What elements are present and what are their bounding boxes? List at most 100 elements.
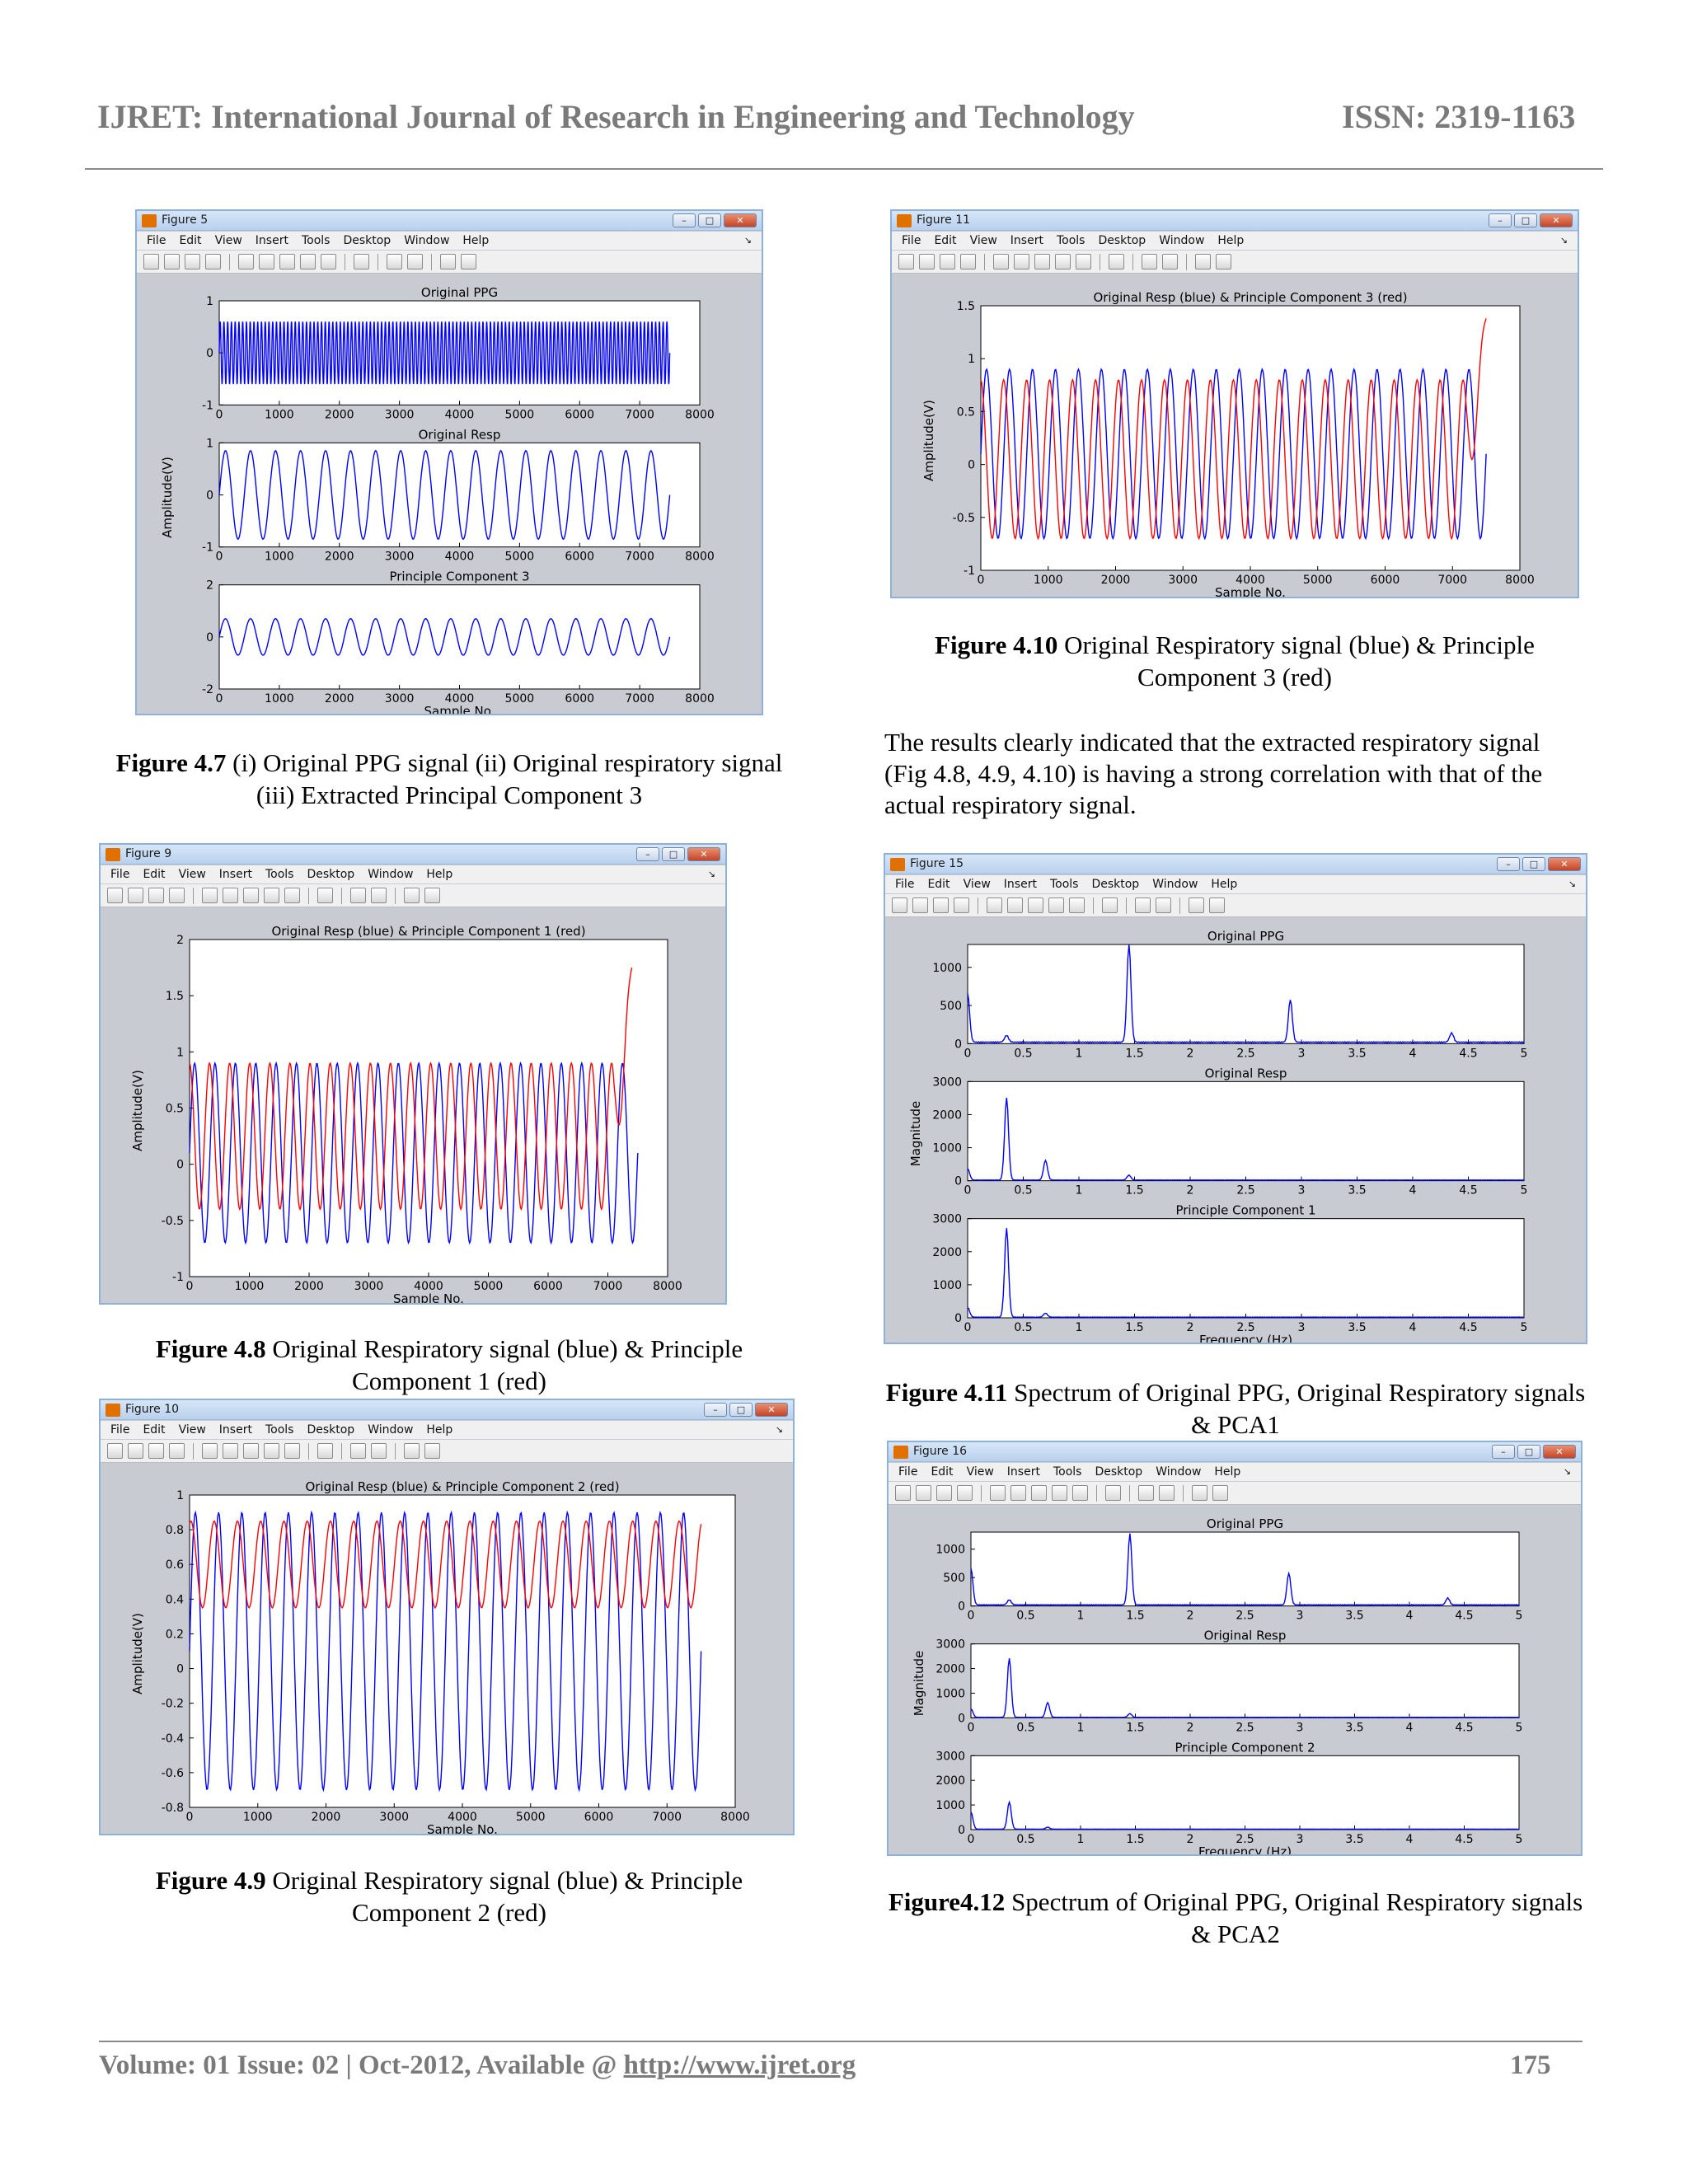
data-cursor-icon[interactable] [1105, 1485, 1121, 1501]
new-file-icon[interactable] [107, 1443, 123, 1459]
dock-arrow-icon[interactable]: ↘ [775, 1424, 783, 1435]
zoom-out-icon[interactable] [243, 1443, 259, 1459]
hide-plot-tools-icon[interactable] [1189, 898, 1204, 913]
pointer-icon[interactable] [993, 254, 1009, 269]
data-cursor-icon[interactable] [354, 254, 369, 269]
pan-icon[interactable] [264, 1443, 279, 1459]
new-file-icon[interactable] [143, 254, 159, 269]
menu-tools[interactable]: Tools [301, 234, 331, 247]
menu-help[interactable]: Help [1214, 1465, 1241, 1479]
menu-window[interactable]: Window [1159, 234, 1205, 247]
menu-window[interactable]: Window [368, 1423, 414, 1436]
figure-window-fig48[interactable]: Figure 9 – □ ✕ File Edit View Insert Tools Deskto… [99, 843, 727, 1305]
menu-view[interactable]: View [214, 234, 242, 247]
menu-edit[interactable]: Edit [931, 1465, 954, 1479]
pan-icon[interactable] [1052, 1485, 1067, 1501]
maximize-button[interactable]: □ [729, 1403, 753, 1417]
zoom-in-icon[interactable] [223, 888, 238, 903]
rotate-icon[interactable] [1069, 898, 1085, 913]
print-icon[interactable] [954, 898, 969, 913]
close-button[interactable]: ✕ [1548, 857, 1581, 871]
rotate-icon[interactable] [284, 1443, 300, 1459]
menu-file[interactable]: File [110, 1423, 130, 1436]
menu-view[interactable]: View [966, 1465, 994, 1479]
save-icon[interactable] [185, 254, 200, 269]
pointer-icon[interactable] [202, 1443, 218, 1459]
menu-tools[interactable]: Tools [265, 868, 294, 881]
open-file-icon[interactable] [912, 898, 928, 913]
zoom-in-icon[interactable] [259, 254, 274, 269]
open-file-icon[interactable] [916, 1485, 931, 1501]
menu-view[interactable]: View [969, 234, 997, 247]
save-icon[interactable] [933, 898, 949, 913]
legend-icon[interactable] [407, 254, 423, 269]
minimize-button[interactable]: – [704, 1403, 727, 1417]
data-cursor-icon[interactable] [1109, 254, 1124, 269]
colorbar-icon[interactable] [350, 1443, 366, 1459]
hide-plot-tools-icon[interactable] [404, 888, 420, 903]
menu-file[interactable]: File [898, 1465, 918, 1479]
rotate-icon[interactable] [321, 254, 336, 269]
menu-desktop[interactable]: Desktop [307, 1423, 355, 1436]
legend-icon[interactable] [371, 1443, 387, 1459]
colorbar-icon[interactable] [1135, 898, 1151, 913]
menu-insert[interactable]: Insert [218, 1423, 252, 1436]
menu-view[interactable]: View [963, 878, 991, 891]
menu-insert[interactable]: Insert [1003, 878, 1037, 891]
show-plot-tools-icon[interactable] [424, 1443, 440, 1459]
menu-help[interactable]: Help [462, 234, 490, 247]
maximize-button[interactable]: □ [662, 847, 685, 861]
zoom-in-icon[interactable] [1014, 254, 1029, 269]
minimize-button[interactable]: – [673, 213, 696, 227]
pan-icon[interactable] [300, 254, 316, 269]
pointer-icon[interactable] [990, 1485, 1006, 1501]
dock-arrow-icon[interactable]: ↘ [743, 235, 752, 246]
figure-window-fig49[interactable]: Figure 10 – □ ✕ File Edit View Insert Tools Deskt… [99, 1399, 795, 1835]
menu-edit[interactable]: Edit [934, 234, 957, 247]
menu-desktop[interactable]: Desktop [343, 234, 392, 247]
close-button[interactable]: ✕ [755, 1403, 788, 1417]
legend-icon[interactable] [1159, 1485, 1175, 1501]
pan-icon[interactable] [1055, 254, 1071, 269]
menu-insert[interactable]: Insert [218, 868, 252, 881]
save-icon[interactable] [940, 254, 955, 269]
print-icon[interactable] [169, 888, 185, 903]
show-plot-tools-icon[interactable] [1212, 1485, 1228, 1501]
menu-desktop[interactable]: Desktop [1091, 878, 1140, 891]
menu-desktop[interactable]: Desktop [307, 868, 355, 881]
menu-window[interactable]: Window [368, 868, 414, 881]
maximize-button[interactable]: □ [1522, 857, 1545, 871]
print-icon[interactable] [960, 254, 976, 269]
save-icon[interactable] [936, 1485, 952, 1501]
menu-help[interactable]: Help [1211, 878, 1238, 891]
menu-edit[interactable]: Edit [143, 1423, 166, 1436]
figure-window-fig47[interactable]: Figure 5 – □ ✕ File Edit View Insert Tools Deskto… [135, 209, 763, 715]
menu-edit[interactable]: Edit [927, 878, 950, 891]
dock-arrow-icon[interactable]: ↘ [1559, 235, 1568, 246]
new-file-icon[interactable] [107, 888, 123, 903]
menu-insert[interactable]: Insert [1010, 234, 1043, 247]
pan-icon[interactable] [1048, 898, 1064, 913]
maximize-button[interactable]: □ [1514, 213, 1537, 227]
pointer-icon[interactable] [238, 254, 254, 269]
zoom-in-icon[interactable] [223, 1443, 238, 1459]
menu-tools[interactable]: Tools [1056, 234, 1085, 247]
menu-help[interactable]: Help [1217, 234, 1245, 247]
menu-tools[interactable]: Tools [1049, 878, 1079, 891]
open-file-icon[interactable] [128, 888, 143, 903]
zoom-out-icon[interactable] [1034, 254, 1050, 269]
show-plot-tools-icon[interactable] [1209, 898, 1225, 913]
rotate-icon[interactable] [1076, 254, 1091, 269]
menu-tools[interactable]: Tools [1053, 1465, 1082, 1479]
colorbar-icon[interactable] [350, 888, 366, 903]
close-button[interactable]: ✕ [1543, 1445, 1576, 1459]
data-cursor-icon[interactable] [317, 888, 333, 903]
save-icon[interactable] [148, 1443, 164, 1459]
menu-edit[interactable]: Edit [143, 868, 166, 881]
dock-arrow-icon[interactable]: ↘ [1563, 1466, 1571, 1477]
show-plot-tools-icon[interactable] [424, 888, 440, 903]
menu-desktop[interactable]: Desktop [1095, 1465, 1143, 1479]
print-icon[interactable] [205, 254, 221, 269]
colorbar-icon[interactable] [387, 254, 402, 269]
journal-link[interactable]: http://www.ijret.org [623, 2050, 856, 2080]
